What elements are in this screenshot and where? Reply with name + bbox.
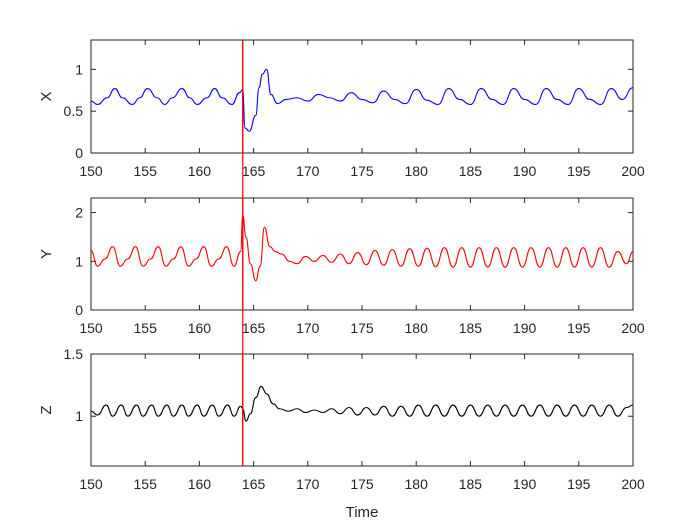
x-tick-label: 160 [188,163,212,179]
x-tick-label: 180 [405,476,429,492]
y-tick-label: 1 [75,61,83,77]
x-tick-label: 155 [134,476,158,492]
x-tick-label: 170 [296,163,320,179]
subplot-x: 150 155 160 165 170 175 180 185 190 195 200 0 0.5 1 X [38,39,645,179]
x-tick-label: 200 [621,163,645,179]
x-tick-label: 150 [79,476,103,492]
x-tick-label: 190 [513,320,537,336]
x-tick-label: 155 [134,320,158,336]
y-tick-label: 1 [75,408,83,424]
x-tick-label: 180 [405,163,429,179]
y-tick-label: 0 [75,145,83,161]
x-tick-label: 155 [134,163,158,179]
x-axis-label: Time [346,504,379,521]
series-line-x [91,68,633,132]
series-line-z [91,385,633,422]
x-tick-label: 150 [79,163,103,179]
y-tick-label: 1 [75,253,83,269]
y-axis-label: Z [38,405,55,414]
x-tick-label: 190 [513,163,537,179]
x-tick-label: 160 [188,320,212,336]
y-axis-label: X [38,91,55,101]
x-tick-label: 190 [513,476,537,492]
x-tick-label: 180 [405,320,429,336]
x-tick-label: 175 [350,476,374,492]
x-tick-label: 170 [296,476,320,492]
y-tick-label: 2 [75,205,83,221]
subplot-z: 150 155 160 165 170 175 180 185 190 195 200 1 1.5 Z Ti… [38,346,645,521]
x-tick-label: 175 [350,320,374,336]
y-axis-label: Y [38,249,55,259]
plot-frame [90,39,634,154]
x-tick-label: 195 [567,163,591,179]
x-tick-label: 170 [296,320,320,336]
x-tick-label: 150 [79,320,103,336]
x-tick-label: 160 [188,476,212,492]
x-tick-label: 195 [567,476,591,492]
x-tick-label: 175 [350,163,374,179]
x-tick-label: 165 [242,320,266,336]
plot-frame [90,353,634,467]
y-tick-label: 0 [75,302,83,318]
plot-frame [90,197,634,311]
x-tick-label: 165 [242,163,266,179]
x-tick-label: 195 [567,320,591,336]
x-tick-label: 185 [459,163,483,179]
x-tick-label: 200 [621,476,645,492]
subplot-y: 150 155 160 165 170 175 180 185 190 195 200 0 1 2 Y [38,197,645,336]
x-tick-label: 185 [459,320,483,336]
x-tick-label: 200 [621,320,645,336]
y-tick-label: 1.5 [64,346,84,362]
x-tick-label: 165 [242,476,266,492]
y-tick-label: 0.5 [64,103,84,119]
x-tick-label: 185 [459,476,483,492]
series-line-y [91,214,633,282]
